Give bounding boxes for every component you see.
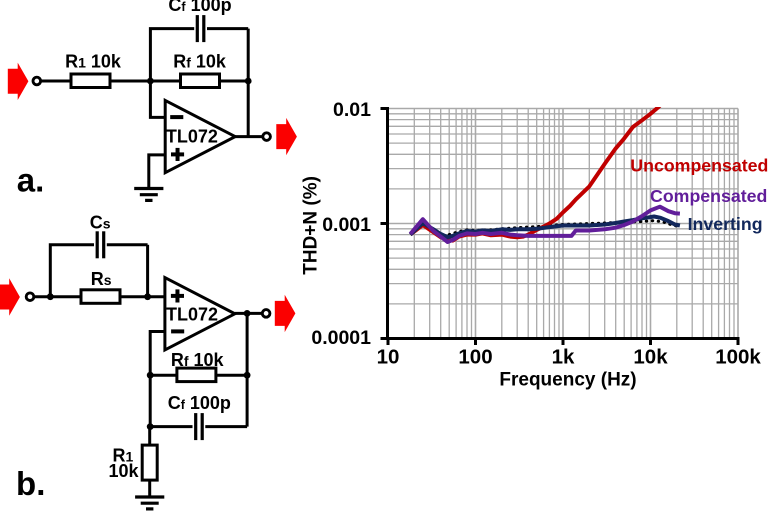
svg-text:1k: 1k: [552, 346, 575, 369]
svg-text:10k: 10k: [108, 461, 139, 481]
svg-text:10: 10: [377, 346, 400, 369]
svg-text:Compensated: Compensated: [650, 186, 767, 206]
svg-text:100k: 100k: [715, 346, 761, 369]
svg-text:a.: a.: [17, 162, 45, 199]
svg-text:R1: R1: [113, 445, 134, 465]
svg-text:THD+N (%): THD+N (%): [300, 176, 321, 275]
svg-text:Rf 10k: Rf 10k: [171, 350, 225, 370]
svg-text:Frequency (Hz): Frequency (Hz): [499, 370, 636, 391]
svg-text:TL072: TL072: [166, 304, 218, 324]
svg-text:100: 100: [458, 346, 492, 369]
svg-text:Inverting: Inverting: [688, 214, 763, 234]
svg-text:R1 10k: R1 10k: [65, 52, 122, 72]
svg-text:Cs: Cs: [90, 213, 111, 233]
svg-text:Rf 10k: Rf 10k: [173, 52, 227, 72]
svg-text:Uncompensated: Uncompensated: [630, 155, 768, 175]
svg-text:0.01: 0.01: [333, 99, 371, 121]
svg-text:0.001: 0.001: [322, 214, 371, 236]
svg-text:Cf 100p: Cf 100p: [168, 0, 231, 15]
svg-text:0.0001: 0.0001: [311, 327, 371, 349]
svg-text:10k: 10k: [633, 346, 668, 369]
svg-text:Rs: Rs: [91, 269, 112, 289]
svg-text:TL072: TL072: [166, 127, 218, 147]
svg-text:Cf 100p: Cf 100p: [168, 393, 231, 413]
svg-text:b.: b.: [16, 465, 45, 502]
